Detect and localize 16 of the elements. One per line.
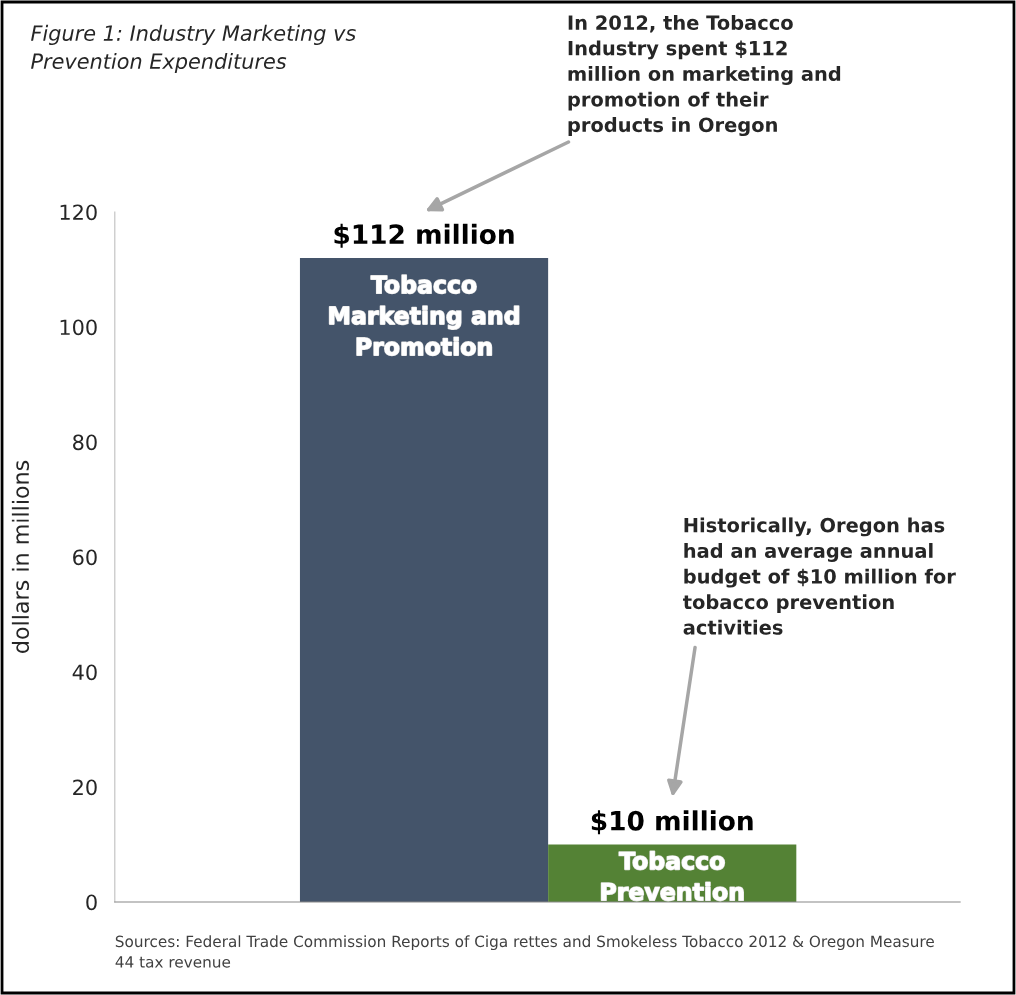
y-tick-label: 0: [86, 894, 97, 911]
source-note: Sources: Federal Trade Commission Reports of Ciga rettes and Smokeless Tobacco 2012 & Oregon Measure 44 tax revenue: [115, 935, 934, 968]
y-tick-label: 120: [60, 204, 97, 221]
x-tick-label: Tobacco Marketing and Promotion: [329, 275, 519, 356]
y-tick-label: 100: [60, 319, 97, 336]
chart-title: Figure 1: Industry Marketing vs Prevention Expenditures: [31, 24, 356, 74]
text: In 2012, the Tobacco Industry spent $112 million on marketing and promotion of their products in Oregon: [568, 14, 841, 137]
y-tick-label: 40: [72, 664, 97, 681]
annotation: Historically, Oregon has had an average annual budget of $10 million for tobacco prevention activities: [683, 517, 956, 635]
y-tick-label: 80: [73, 434, 97, 451]
y-axis-title: dollars in millions: [11, 460, 30, 653]
y-tick-label: 60: [73, 549, 97, 566]
data-label: $10 million: [591, 810, 753, 835]
x-tick-label: Tobacco Prevention: [601, 851, 744, 901]
y-tick-label: 20: [73, 779, 97, 796]
data-label: $112 million: [334, 223, 514, 248]
